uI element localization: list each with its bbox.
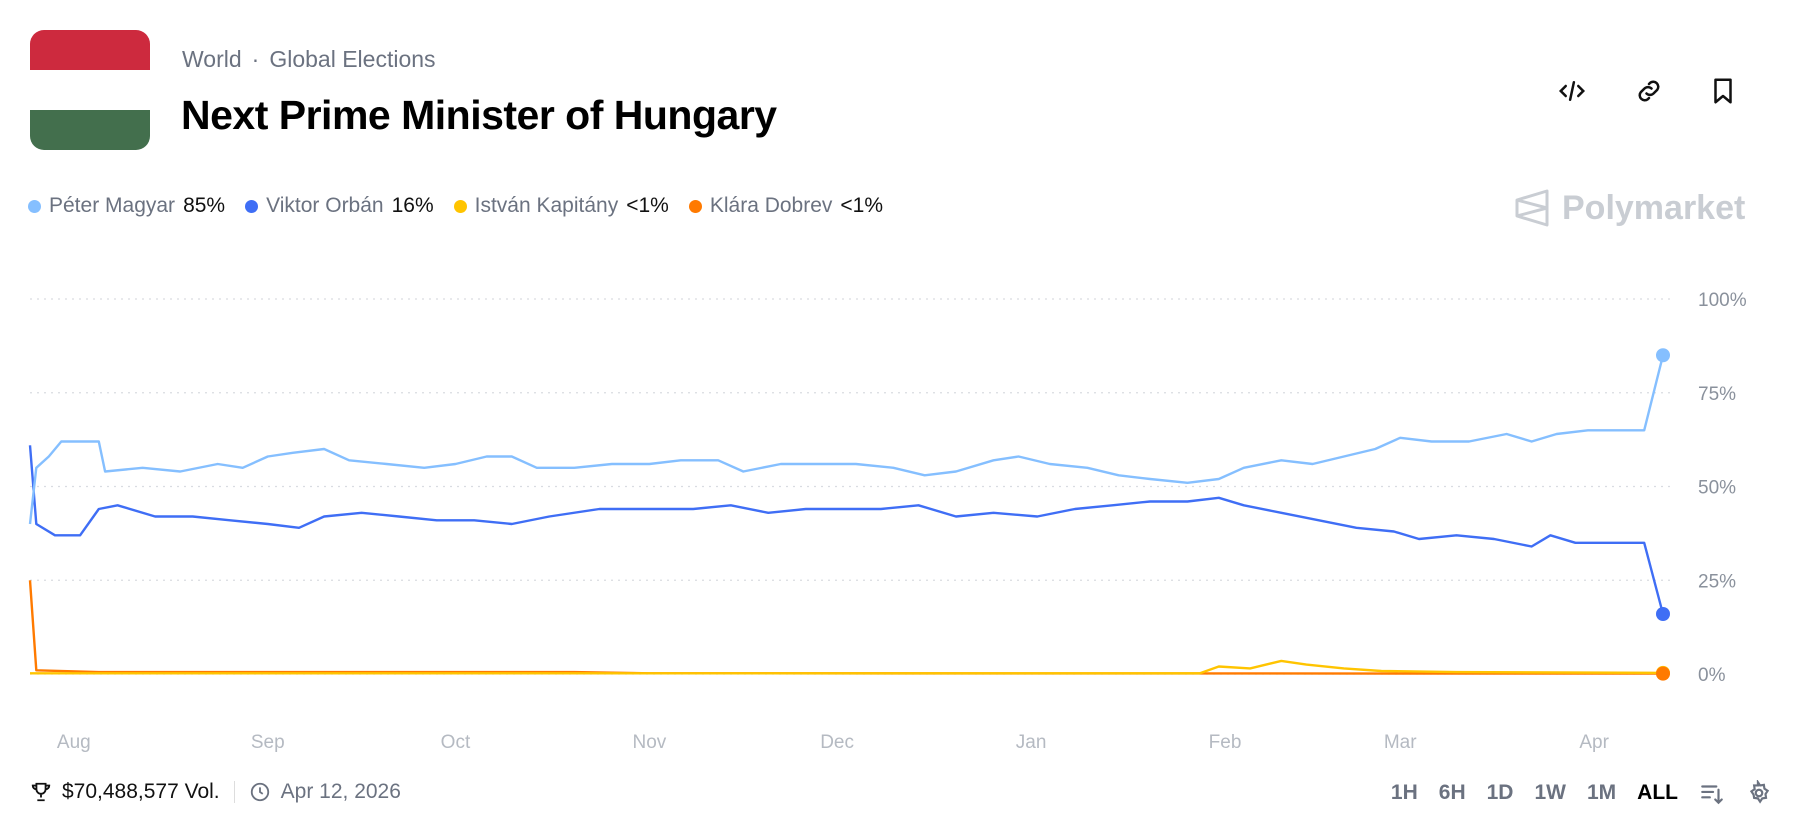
timeframe-1m[interactable]: 1M (1586, 781, 1617, 804)
polymarket-logo-icon (1515, 189, 1549, 227)
x-tick-label: Feb (1209, 732, 1242, 753)
legend-percent: <1% (840, 194, 884, 217)
embed-code-icon (1558, 81, 1586, 101)
flag-stripe-green (30, 110, 150, 150)
series-line-p-ter-magyar (28, 355, 1665, 525)
legend-item-kapitany: István Kapitány <1% (453, 194, 669, 218)
embed-button[interactable] (1555, 74, 1589, 108)
flag-stripe-white (30, 70, 150, 110)
breadcrumb-global-elections[interactable]: Global Elections (269, 46, 436, 72)
legend-percent: 85% (183, 194, 226, 217)
x-tick-label: Mar (1384, 732, 1417, 753)
timeframe-1h[interactable]: 1H (1390, 781, 1418, 804)
x-tick-label: Sep (251, 732, 285, 753)
x-tick-label: Dec (820, 732, 854, 753)
x-tick-label: Nov (633, 732, 667, 753)
chart-legend: Péter Magyar 85% Viktor Orbán 16% István K… (28, 194, 883, 218)
legend-item-magyar: Péter Magyar 85% (28, 194, 225, 218)
polymarket-watermark: Polymarket (1514, 188, 1745, 228)
timeframe-controls: 1H 6H 1D 1W 1M ALL (1391, 780, 1772, 806)
flag-stripe-red (30, 30, 150, 70)
clock-icon (250, 782, 269, 802)
x-tick-label: Jan (1016, 732, 1047, 753)
legend-name: Péter Magyar (49, 194, 176, 217)
legend-swatch (453, 199, 467, 213)
breadcrumb-separator: · (251, 46, 260, 72)
settings-gear-icon[interactable] (1746, 780, 1772, 806)
timeframe-1w[interactable]: 1W (1534, 781, 1566, 804)
x-tick-label: Oct (441, 732, 471, 753)
series-end-dot (1656, 607, 1670, 621)
sort-lines-icon[interactable] (1699, 780, 1725, 806)
hungary-flag (30, 30, 150, 150)
legend-swatch (28, 199, 41, 213)
legend-percent: 16% (391, 194, 434, 217)
brand-name: Polymarket (1562, 188, 1746, 227)
legend-name: István Kapitány (474, 194, 619, 217)
y-tick-label: 25% (1698, 571, 1736, 592)
y-tick-label: 50% (1698, 478, 1736, 499)
legend-swatch (245, 199, 259, 213)
y-tick-label: 0% (1698, 665, 1726, 686)
trophy-icon (31, 782, 51, 802)
y-tick-label: 75% (1698, 384, 1736, 405)
x-tick-label: Aug (57, 732, 91, 753)
legend-swatch (688, 199, 702, 213)
legend-item-orban: Viktor Orbán 16% (245, 194, 434, 218)
series-line-viktor-orb-n (28, 445, 1665, 615)
breadcrumb-world[interactable]: World (182, 46, 242, 72)
legend-item-dobrev: Klára Dobrev <1% (688, 194, 884, 218)
page-title: Next Prime Minister of Hungary (181, 92, 777, 138)
timeframe-all[interactable]: ALL (1637, 781, 1678, 804)
bookmark-button[interactable] (1706, 74, 1740, 108)
timeframe-6h[interactable]: 6H (1438, 781, 1466, 804)
series-end-dot (1656, 348, 1670, 363)
market-info: $70,488,577 Vol. Apr 12, 2026 (30, 780, 401, 804)
copy-link-button[interactable] (1632, 74, 1666, 108)
bookmark-icon (1714, 78, 1732, 104)
legend-name: Klára Dobrev (709, 194, 833, 217)
legend-name: Viktor Orbán (266, 194, 384, 217)
series-line-istv-n-kapit-ny (30, 659, 1664, 675)
series-line-kl-ra-dobrev (28, 580, 1664, 675)
end-date: Apr 12, 2026 (280, 780, 401, 803)
series-end-dot (1656, 666, 1670, 681)
link-icon (1638, 80, 1660, 102)
breadcrumb: World · Global Elections (182, 46, 436, 73)
y-tick-label: 100% (1698, 290, 1747, 311)
legend-percent: <1% (626, 194, 669, 217)
x-tick-label: Apr (1579, 732, 1609, 753)
divider (233, 781, 235, 803)
timeframe-1d[interactable]: 1D (1486, 781, 1514, 804)
volume: $70,488,577 Vol. (62, 780, 220, 803)
